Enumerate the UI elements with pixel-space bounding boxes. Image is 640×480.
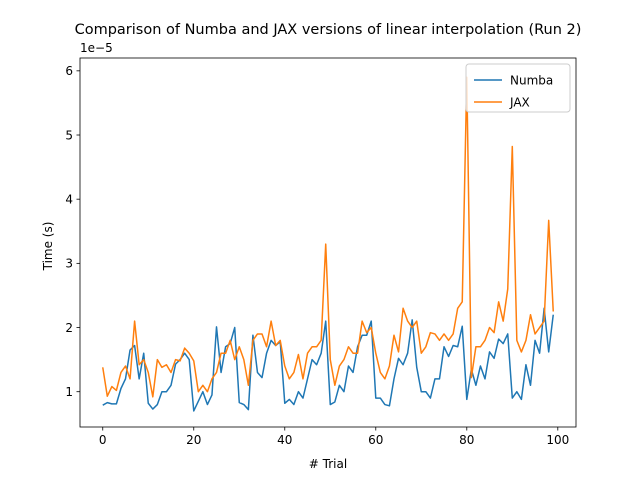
y-offset-label: 1e−5: [80, 41, 113, 55]
y-tick-label: 1: [65, 385, 73, 399]
y-tick-label: 3: [65, 257, 73, 271]
x-tick-label: 80: [459, 433, 474, 447]
y-tick-label: 5: [65, 128, 73, 142]
x-tick-label: 60: [368, 433, 383, 447]
chart-title: Comparison of Numba and JAX versions of …: [75, 22, 582, 38]
plot-frame: [79, 57, 577, 428]
legend: Numba JAX: [465, 63, 571, 113]
plot-area: 0 20 40 60 80 100 1 2 3 4 5 6: [65, 57, 577, 447]
legend-label-jax: JAX: [509, 95, 530, 109]
series-line-numba: [102, 307, 554, 412]
legend-label-numba: Numba: [510, 73, 553, 87]
x-tick-label: 20: [186, 433, 201, 447]
y-tick-label: 2: [65, 321, 73, 335]
y-axis-label: Time (s): [41, 222, 55, 272]
y-tick-label: 6: [65, 64, 73, 78]
x-tick-label: 0: [99, 433, 107, 447]
x-tick-label: 100: [546, 433, 569, 447]
y-tick-label: 4: [65, 192, 73, 206]
x-axis-label: # Trial: [309, 457, 347, 471]
legend-box: [465, 63, 571, 113]
series-line-jax: [102, 76, 554, 398]
x-tick-label: 40: [277, 433, 292, 447]
